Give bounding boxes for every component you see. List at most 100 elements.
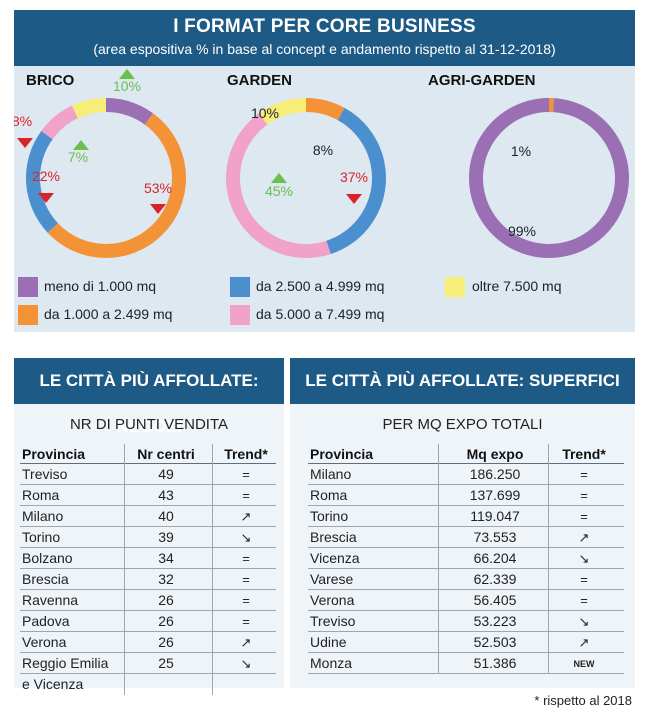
table-row-divider <box>308 547 624 548</box>
table-cell-provincia: Monza <box>310 655 353 671</box>
trend-up-icon <box>119 69 135 79</box>
table-row-divider <box>20 631 276 632</box>
table-cell-trend: ↗ <box>578 635 590 650</box>
trend-down-icon <box>150 204 166 214</box>
table-cell-provincia: Roma <box>310 487 348 503</box>
legend-label-2: da 2.500 a 4.999 mq <box>256 278 385 294</box>
column-divider <box>438 444 439 674</box>
table-cell-provincia: Ravenna <box>22 592 79 608</box>
donut-label-garden-2: 45% <box>265 183 293 199</box>
column-divider <box>124 444 125 695</box>
table-cell-value: 40 <box>158 508 174 524</box>
table-cell-provincia: Udine <box>310 634 347 650</box>
table-cell-value: 66.204 <box>473 550 517 566</box>
table-row-divider <box>20 547 276 548</box>
table-cell-trend: = <box>580 509 588 524</box>
table-row-divider <box>20 484 276 485</box>
negozi-col-nr-centri: Nr centri <box>137 446 195 462</box>
table-cell-provincia: Verona <box>22 634 67 650</box>
table-cell-value: 62.339 <box>473 571 517 587</box>
table-row-divider <box>308 484 624 485</box>
page-title: I FORMAT PER CORE BUSINESS <box>173 16 476 37</box>
donut-slice-brico-4 <box>71 98 106 119</box>
table-cell-value: 34 <box>158 550 174 566</box>
table-cell-trend: = <box>242 551 250 566</box>
legend-swatch-1 <box>18 305 38 325</box>
donut-slice-garden-0 <box>306 98 345 121</box>
donut-label-brico-4: 7% <box>68 149 88 165</box>
table-cell-value: 26 <box>158 592 174 608</box>
trend-up-icon <box>271 173 287 183</box>
superfici-subtitle: PER MQ EXPO TOTALI <box>382 416 543 433</box>
table-cell-value: 137.699 <box>469 487 521 503</box>
table-row-divider <box>308 526 624 527</box>
donut-label-agri-garden-0: 1% <box>511 143 531 159</box>
table-cell-trend: ↗ <box>240 509 252 524</box>
table-cell-value: 25 <box>158 655 174 671</box>
table-row-divider <box>308 505 624 506</box>
table-row-divider <box>308 673 624 674</box>
column-divider <box>212 444 213 695</box>
donut-slice-garden-2 <box>225 113 331 259</box>
table-cell-value: 56.405 <box>473 592 517 608</box>
table-row-divider <box>308 568 624 569</box>
table-row-divider <box>20 589 276 590</box>
legend-swatch-3 <box>230 305 250 325</box>
table-cell-trend: ↘ <box>578 614 590 629</box>
table-cell-provincia: Brescia <box>310 529 357 545</box>
donut-label-brico-1: 53% <box>144 180 172 196</box>
table-cell-provincia: Vicenza <box>310 550 360 566</box>
trend-down-icon <box>346 194 362 204</box>
trend-up-icon <box>73 140 89 150</box>
table-cell-provincia-extra: e Vicenza <box>22 676 84 692</box>
negozi-col-trend: Trend* <box>224 446 268 462</box>
table-cell-trend: ↗ <box>240 635 252 650</box>
table-row-divider <box>20 526 276 527</box>
chart-title-agri-garden: AGRI-GARDEN <box>428 72 536 89</box>
chart-title-garden: GARDEN <box>227 72 293 89</box>
negozi-col-provincia: Provincia <box>22 446 86 462</box>
donut-slice-garden-3 <box>258 98 306 125</box>
table-cell-provincia: Torino <box>310 508 349 524</box>
donut-slice-brico-0 <box>106 98 154 125</box>
table-cell-value: 52.503 <box>473 634 517 650</box>
donut-charts: 10% 53% 22% 8% 7% 8% 37% 45% 10% 1% 99% <box>14 69 630 259</box>
table-cell-value: 43 <box>158 487 174 503</box>
trend-down-icon <box>17 138 33 148</box>
footnote: * rispetto al 2018 <box>534 693 632 708</box>
legend-swatch-2 <box>230 277 250 297</box>
donut-slice-garden-1 <box>326 107 386 255</box>
donut-label-agri-garden-1: 99% <box>508 223 536 239</box>
table-cell-trend: = <box>242 488 250 503</box>
donut-label-brico-3: 8% <box>14 113 32 129</box>
table-row-divider <box>20 652 276 653</box>
table-cell-trend: = <box>242 467 250 482</box>
donut-slice-agri-garden-1 <box>469 98 630 258</box>
table-cell-provincia: Verona <box>310 592 355 608</box>
donut-label-garden-1: 37% <box>340 169 368 185</box>
table-cell-trend: ↘ <box>240 530 252 545</box>
superfici-col-trend: Trend* <box>562 446 606 462</box>
table-cell-trend: = <box>580 467 588 482</box>
donut-label-brico-2: 22% <box>32 168 60 184</box>
table-cell-trend: ↗ <box>578 530 590 545</box>
table-row-divider <box>308 610 624 611</box>
trend-down-icon <box>38 193 54 203</box>
header-divider <box>308 463 624 464</box>
table-cell-provincia: Brescia <box>22 571 69 587</box>
table-cell-value: 26 <box>158 634 174 650</box>
table-cell-value: 39 <box>158 529 174 545</box>
superfici-table-panel: LE CITTÀ PIÙ AFFOLLATE: SUPERFICI PER MQ… <box>290 358 635 688</box>
table-cell-provincia: Varese <box>310 571 354 587</box>
table-cell-provincia: Milano <box>22 508 64 524</box>
legend-label-1: da 1.000 a 2.499 mq <box>44 306 173 322</box>
table-cell-trend: ↘ <box>578 551 590 566</box>
page-subtitle: (area espositiva % in base al concept e … <box>93 41 556 57</box>
header-divider <box>20 463 276 464</box>
legend-label-4: oltre 7.500 mq <box>472 278 562 294</box>
superfici-col-provincia: Provincia <box>310 446 374 462</box>
table-row-divider <box>308 652 624 653</box>
table-cell-provincia: Milano <box>310 466 352 482</box>
negozi-title: LE CITTÀ PIÙ AFFOLLATE: NEGOZI <box>14 358 284 436</box>
table-cell-provincia: Roma <box>22 487 60 503</box>
